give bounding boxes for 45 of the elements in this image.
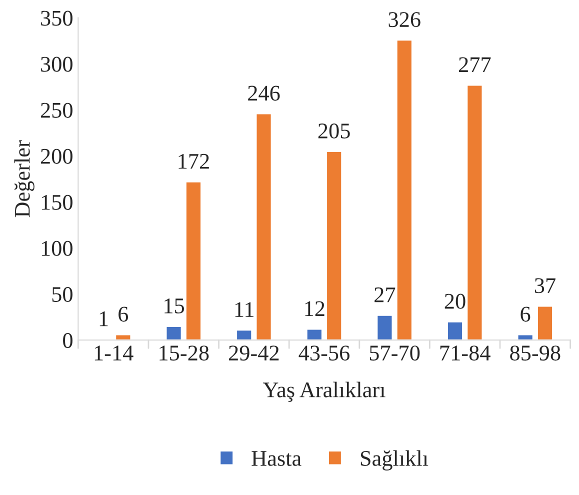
legend-label: Hasta — [252, 451, 302, 466]
y-tick-label: 0 — [63, 332, 72, 348]
bar — [466, 84, 484, 340]
legend-label: Sağlıklı — [360, 450, 428, 471]
x-tick-label: 1-14 — [94, 346, 134, 360]
x-tick-label: 15-28 — [160, 346, 209, 361]
data-label: 326 — [388, 12, 420, 28]
bar — [306, 328, 323, 340]
data-label: 37 — [534, 278, 556, 294]
x-tick-label: 57-70 — [370, 346, 420, 361]
data-label: 205 — [318, 123, 350, 138]
y-tick-label: 50 — [52, 286, 72, 302]
data-label: 1 — [100, 311, 108, 326]
data-label: 6 — [520, 306, 530, 322]
bar — [114, 334, 132, 340]
bar — [446, 320, 464, 340]
data-label: 277 — [459, 57, 491, 72]
data-label: 15 — [164, 298, 184, 314]
x-tick-label: 43-56 — [298, 346, 350, 361]
y-tick-label: 350 — [41, 10, 72, 26]
bar — [165, 326, 182, 340]
bar — [255, 112, 272, 340]
bar — [326, 150, 343, 340]
data-label: 20 — [444, 294, 466, 309]
data-label: 12 — [305, 301, 324, 316]
x-tick-label: 29-42 — [228, 346, 279, 361]
y-axis-title: Değerler — [14, 140, 34, 218]
data-label: 27 — [374, 287, 396, 302]
x-tick-label: 71-84 — [440, 346, 490, 361]
y-tick-label: 100 — [42, 240, 72, 256]
bar — [376, 314, 394, 340]
x-tick-label: 85-98 — [510, 346, 560, 361]
bar — [396, 39, 413, 340]
x-axis-title: Yaş Aralıkları — [262, 382, 386, 402]
bar — [536, 305, 554, 340]
data-label: 6 — [118, 306, 128, 322]
bar — [236, 329, 253, 340]
y-tick-label: 150 — [42, 194, 72, 210]
y-tick-label: 250 — [40, 102, 72, 118]
bar — [185, 181, 202, 340]
y-tick-label: 300 — [41, 56, 72, 72]
data-label: 172 — [178, 154, 209, 169]
data-label: 246 — [248, 86, 280, 101]
y-tick-label: 200 — [40, 148, 72, 164]
data-label: 11 — [235, 302, 254, 317]
